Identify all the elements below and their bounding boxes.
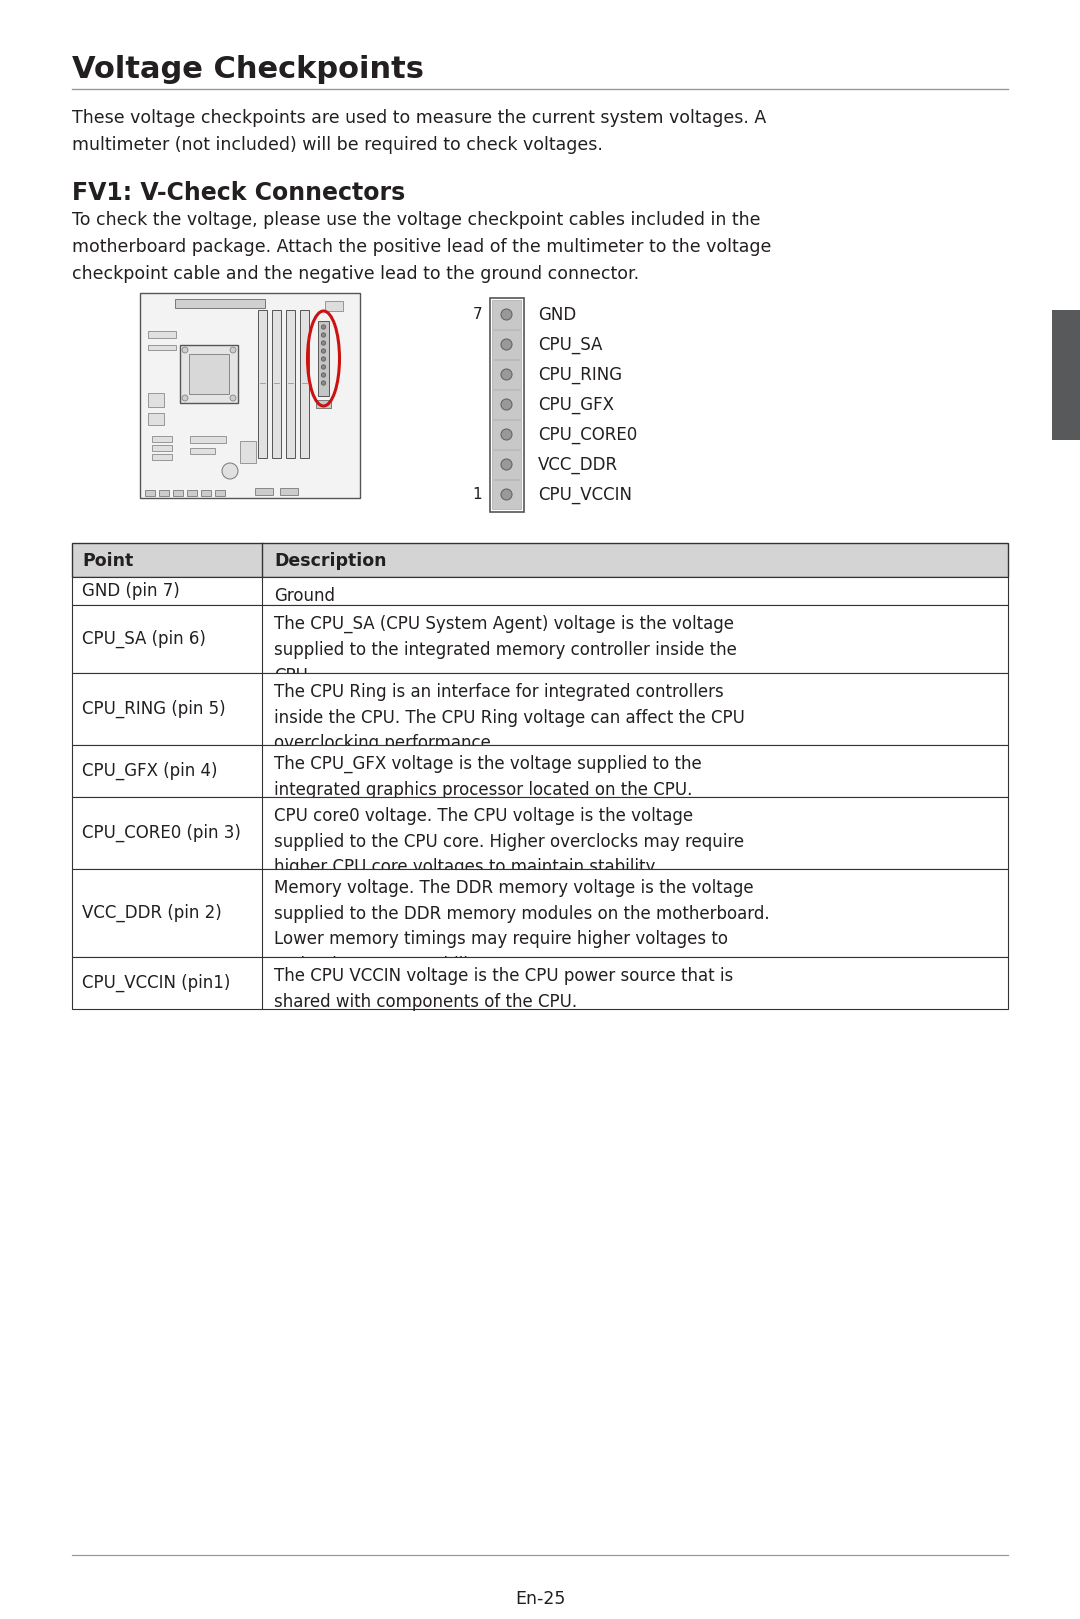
Bar <box>72 576 1008 606</box>
Text: The CPU VCCIN voltage is the CPU power source that is
shared with components of : The CPU VCCIN voltage is the CPU power s… <box>274 967 733 1010</box>
Bar <box>72 674 1008 745</box>
Text: Memory voltage. The DDR memory voltage is the voltage
supplied to the DDR memory: Memory voltage. The DDR memory voltage i… <box>274 879 770 975</box>
Bar <box>72 957 1008 1009</box>
Bar <box>148 393 164 406</box>
Text: En-25: En-25 <box>515 1590 565 1608</box>
Bar <box>72 745 1008 797</box>
Text: VCC_DDR (pin 2): VCC_DDR (pin 2) <box>82 903 221 923</box>
Text: CPU_CORE0 (pin 3): CPU_CORE0 (pin 3) <box>82 824 241 842</box>
Circle shape <box>501 309 512 321</box>
Text: CPU_CORE0: CPU_CORE0 <box>538 426 637 444</box>
Text: CPU_SA (pin 6): CPU_SA (pin 6) <box>82 630 206 648</box>
Bar <box>72 606 1008 674</box>
Bar <box>190 448 215 453</box>
Text: CPU_GFX (pin 4): CPU_GFX (pin 4) <box>82 763 217 780</box>
Bar <box>300 309 309 458</box>
Text: Voltage Checkpoints: Voltage Checkpoints <box>72 55 424 84</box>
Circle shape <box>501 398 512 410</box>
Bar <box>325 301 343 311</box>
Text: The CPU Ring is an interface for integrated controllers
inside the CPU. The CPU : The CPU Ring is an interface for integra… <box>274 683 745 753</box>
Bar <box>180 345 238 403</box>
Circle shape <box>230 346 237 353</box>
Text: CPU_SA: CPU_SA <box>538 335 603 353</box>
Text: FV1: V-Check Connectors: FV1: V-Check Connectors <box>72 181 405 206</box>
Bar <box>72 797 1008 869</box>
Text: Description: Description <box>274 552 387 570</box>
Text: CPU_GFX: CPU_GFX <box>538 395 615 413</box>
Bar <box>72 542 1008 576</box>
Bar <box>145 491 156 495</box>
Circle shape <box>322 364 326 369</box>
Circle shape <box>322 348 326 353</box>
Circle shape <box>183 395 188 402</box>
Text: CPU_RING: CPU_RING <box>538 366 622 384</box>
Bar <box>492 450 521 479</box>
Circle shape <box>501 429 512 440</box>
Circle shape <box>501 489 512 500</box>
Bar <box>318 321 329 397</box>
Bar <box>492 359 521 389</box>
Bar <box>490 298 524 512</box>
Text: GND (pin 7): GND (pin 7) <box>82 581 179 601</box>
Bar <box>175 300 265 308</box>
Bar <box>152 436 172 442</box>
Bar <box>187 491 197 495</box>
Text: GND: GND <box>538 306 577 324</box>
Circle shape <box>322 325 326 329</box>
Circle shape <box>501 369 512 380</box>
Bar <box>1052 309 1080 440</box>
Bar <box>173 491 183 495</box>
Text: 1: 1 <box>472 487 482 502</box>
Bar <box>240 440 256 463</box>
Bar <box>189 355 229 393</box>
Bar <box>280 487 298 495</box>
Text: Ground: Ground <box>274 588 335 606</box>
Bar <box>255 487 273 495</box>
Bar <box>492 479 521 508</box>
Circle shape <box>183 346 188 353</box>
Bar <box>201 491 211 495</box>
Text: CPU core0 voltage. The CPU voltage is the voltage
supplied to the CPU core. High: CPU core0 voltage. The CPU voltage is th… <box>274 806 744 876</box>
Text: The CPU_GFX voltage is the voltage supplied to the
integrated graphics processor: The CPU_GFX voltage is the voltage suppl… <box>274 754 702 798</box>
Circle shape <box>501 338 512 350</box>
Circle shape <box>322 372 326 377</box>
Bar <box>152 453 172 460</box>
Circle shape <box>230 395 237 402</box>
Text: These voltage checkpoints are used to measure the current system voltages. A
mul: These voltage checkpoints are used to me… <box>72 108 766 154</box>
Bar <box>316 400 330 408</box>
Circle shape <box>222 463 238 479</box>
Circle shape <box>322 380 326 385</box>
Text: The CPU_SA (CPU System Agent) voltage is the voltage
supplied to the integrated : The CPU_SA (CPU System Agent) voltage is… <box>274 615 737 685</box>
Bar <box>148 345 176 350</box>
Text: CPU_VCCIN: CPU_VCCIN <box>538 486 632 504</box>
Bar <box>286 309 295 458</box>
Bar <box>72 869 1008 957</box>
Text: VCC_DDR: VCC_DDR <box>538 455 618 473</box>
Bar <box>148 413 164 426</box>
Bar <box>492 390 521 419</box>
Text: CPU_RING (pin 5): CPU_RING (pin 5) <box>82 699 226 719</box>
Text: CPU_VCCIN (pin1): CPU_VCCIN (pin1) <box>82 975 230 992</box>
Bar <box>190 436 226 444</box>
Bar <box>148 330 176 338</box>
Circle shape <box>322 334 326 337</box>
Circle shape <box>322 356 326 361</box>
Bar <box>492 300 521 329</box>
Bar <box>272 309 281 458</box>
Text: English: English <box>1057 343 1075 408</box>
Bar <box>152 445 172 452</box>
Text: Point: Point <box>82 552 133 570</box>
Circle shape <box>322 342 326 345</box>
Bar <box>258 309 267 458</box>
Text: To check the voltage, please use the voltage checkpoint cables included in the
m: To check the voltage, please use the vol… <box>72 210 771 283</box>
Bar <box>140 293 360 499</box>
Circle shape <box>501 460 512 470</box>
Bar <box>215 491 225 495</box>
Bar <box>159 491 168 495</box>
Bar <box>492 330 521 359</box>
Text: 7: 7 <box>472 308 482 322</box>
Bar <box>492 419 521 448</box>
